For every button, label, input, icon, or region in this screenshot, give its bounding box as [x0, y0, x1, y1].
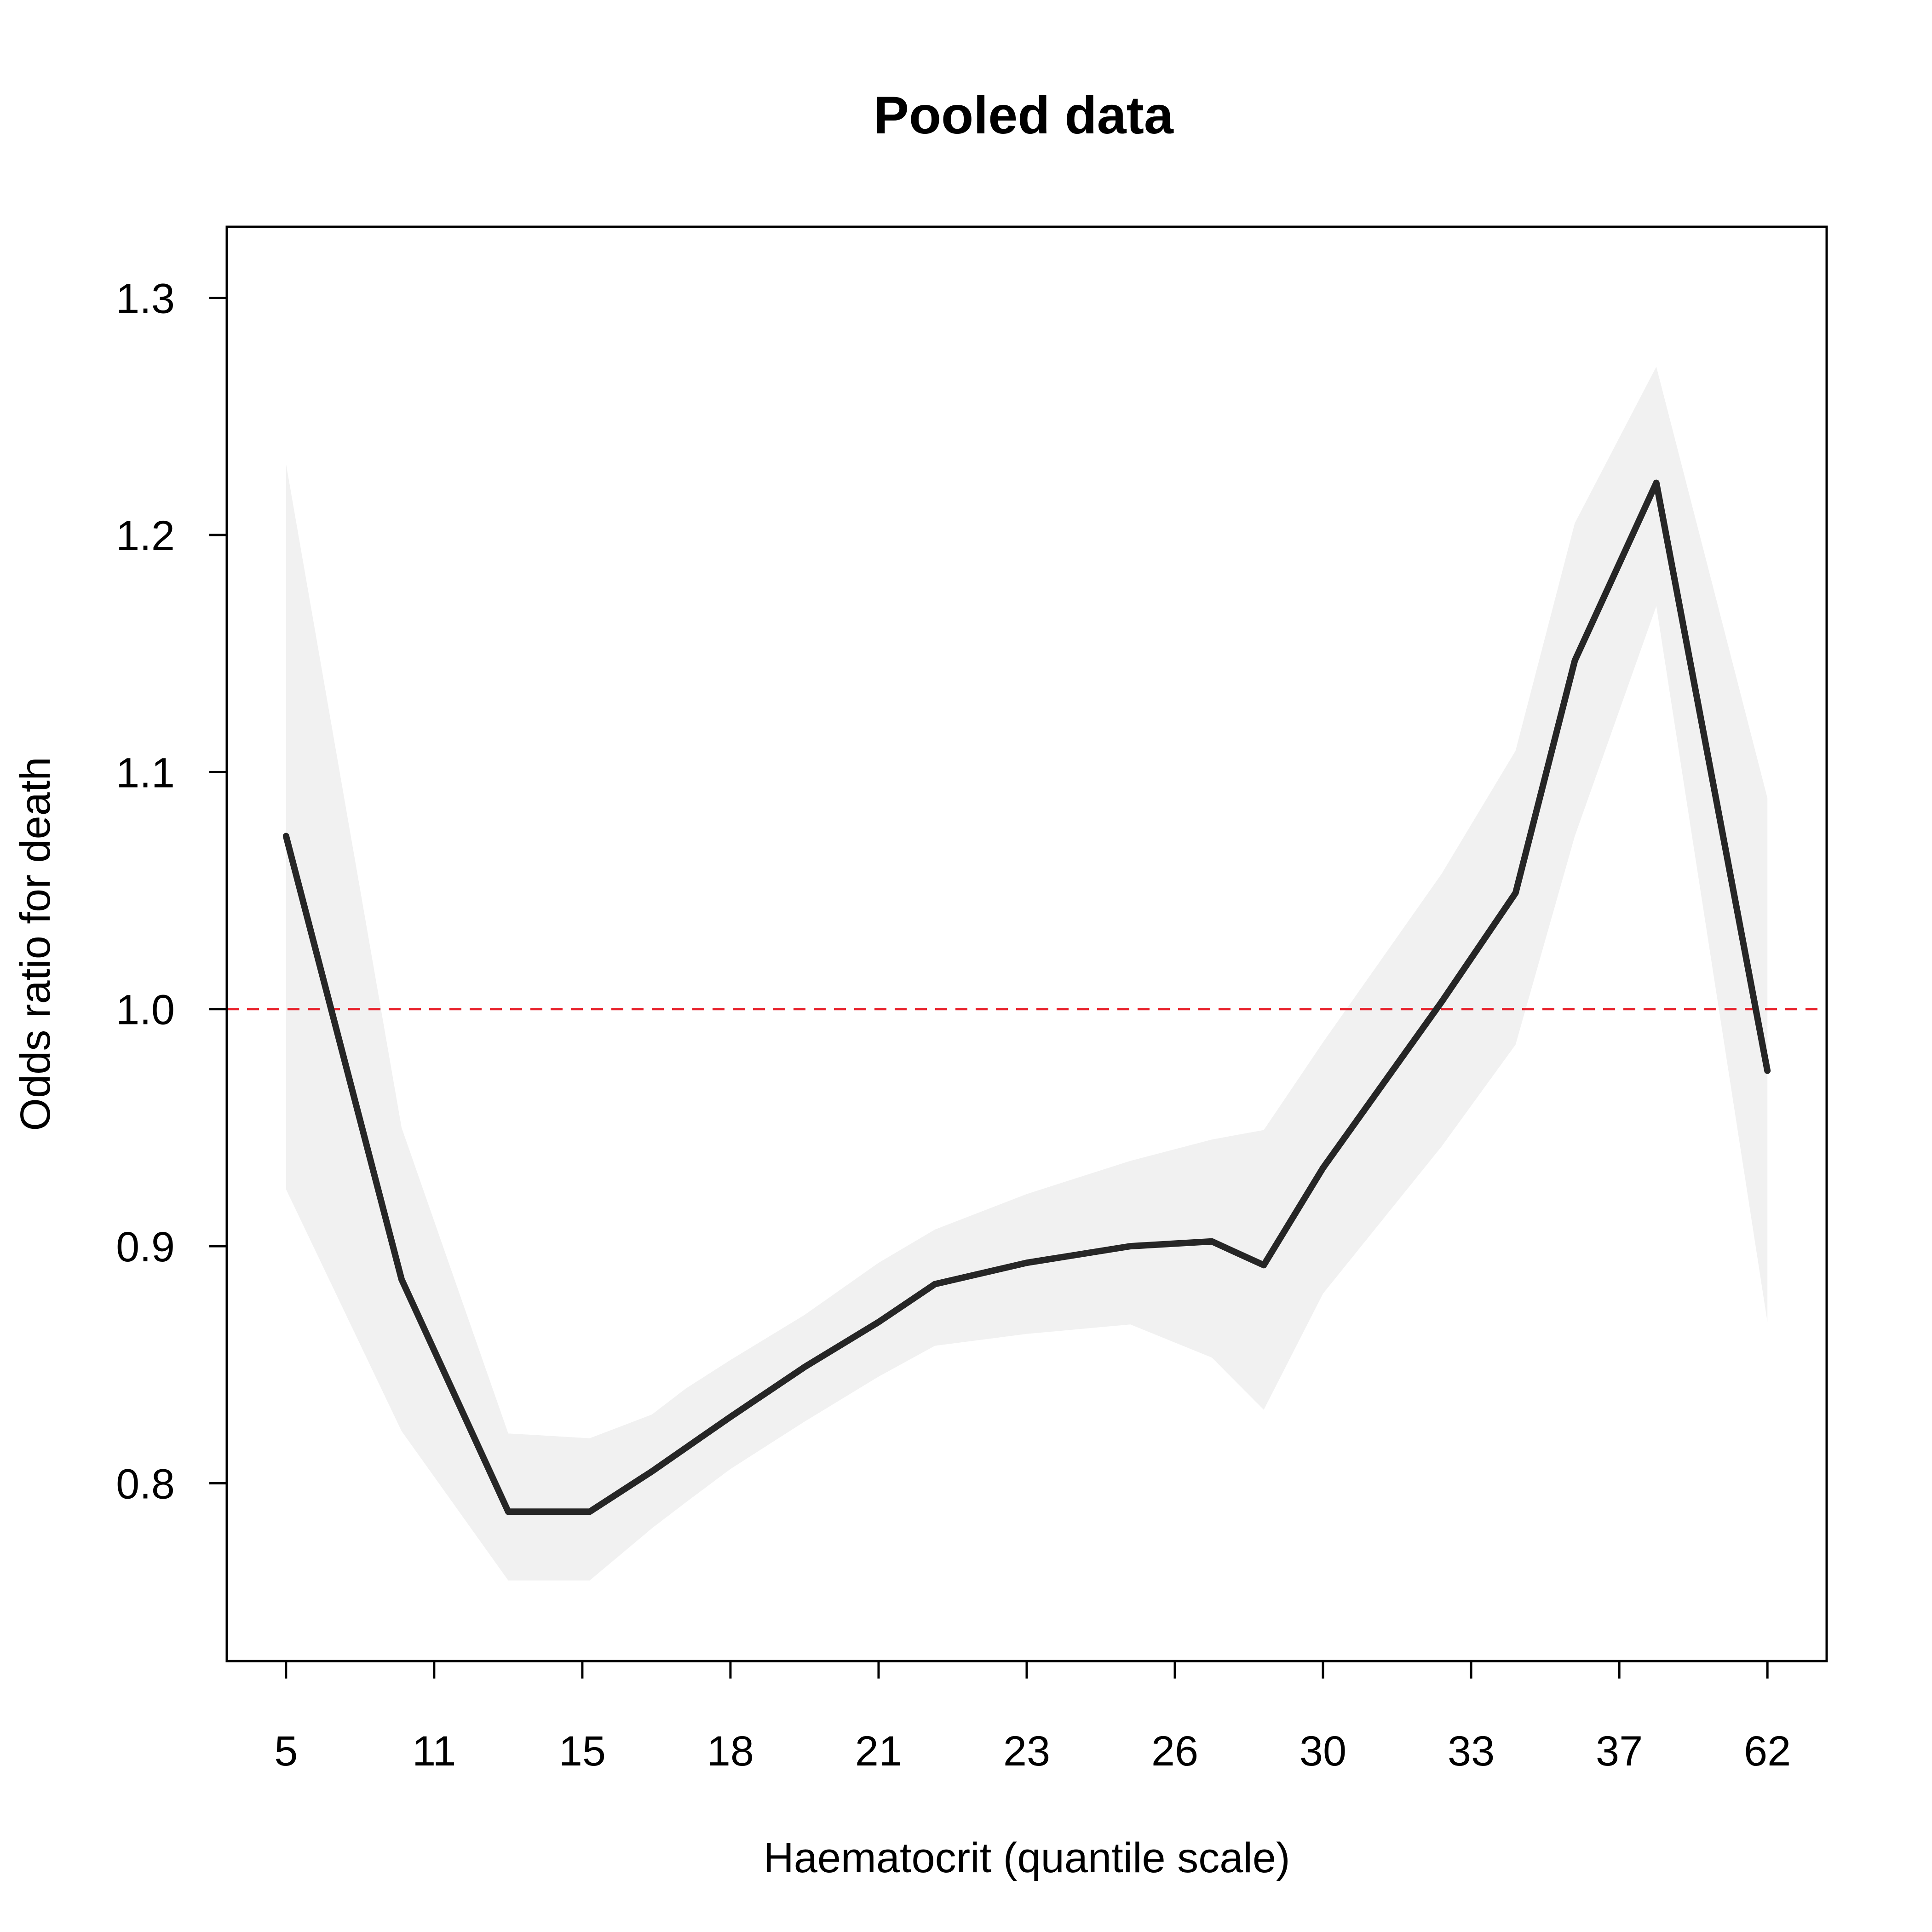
x-tick-label: 18 [707, 1728, 754, 1775]
x-tick-label: 33 [1448, 1728, 1495, 1775]
x-tick-label: 5 [274, 1728, 298, 1775]
y-axis-label: Odds ratio for death [12, 757, 59, 1131]
y-tick-label: 0.8 [116, 1460, 175, 1507]
y-tick-label: 1.3 [116, 276, 175, 322]
x-tick-label: 30 [1300, 1728, 1346, 1775]
x-tick-label: 26 [1151, 1728, 1198, 1775]
y-tick-label: 1.2 [116, 512, 175, 559]
chart-title: Pooled data [874, 86, 1174, 145]
x-tick-label: 11 [412, 1728, 456, 1775]
x-tick-label: 37 [1596, 1728, 1643, 1775]
x-tick-label: 23 [1003, 1728, 1050, 1775]
x-tick-label: 21 [855, 1728, 902, 1775]
y-axis: 0.8 0.9 1.0 1.1 1.2 1.3 [116, 276, 227, 1507]
x-axis-label: Haematocrit (quantile scale) [763, 1834, 1290, 1881]
y-tick-label: 1.1 [116, 749, 175, 796]
x-axis: 5 11 15 18 21 23 26 30 33 37 62 [274, 1661, 1791, 1775]
y-tick-label: 0.9 [116, 1224, 175, 1271]
confidence-band [286, 367, 1768, 1581]
series-line [282, 479, 1771, 1515]
x-tick-label: 15 [559, 1728, 606, 1775]
y-tick-label: 1.0 [116, 987, 175, 1034]
x-tick-label: 62 [1744, 1728, 1791, 1775]
